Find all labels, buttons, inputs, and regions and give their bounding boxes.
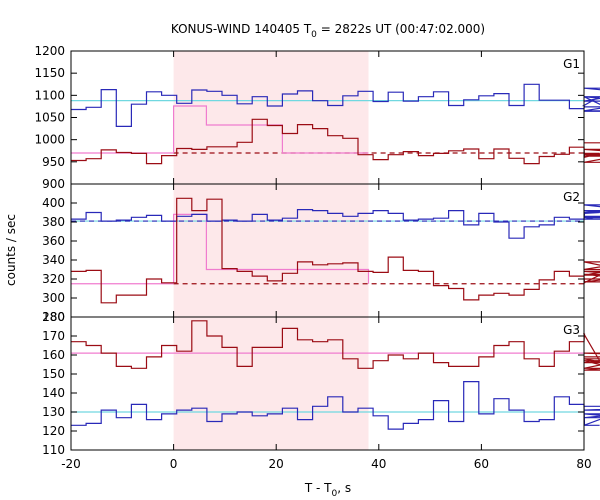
chart-title-main: KONUS-WIND 140405 T [171, 22, 312, 36]
g3-y-tick-label: 130 [42, 405, 65, 419]
panel-g2: 280 300 320 340 360 380 400 G2 [42, 183, 600, 324]
g3-y-tick-label: 160 [42, 348, 65, 362]
chart-title: KONUS-WIND 140405 T0 = 2822s UT (00:47:0… [171, 22, 485, 40]
x-axis-label: T - T0, s [304, 481, 351, 499]
g1-pulse-model-0 [173, 105, 369, 154]
g1-y-tick-label: 1200 [34, 44, 65, 58]
y-axis-label: counts / sec [4, 214, 18, 286]
g1-y-tick-label: 1100 [34, 88, 65, 102]
panel-label-g1: G1 [563, 57, 580, 71]
g3-y-tick-label: 180 [42, 310, 65, 324]
chart-title-rest: = 2822s UT (00:47:02.000) [317, 22, 485, 36]
g1-series-0 [71, 83, 600, 127]
g3-y-tick-label: 120 [42, 424, 65, 438]
x-tick-label: 20 [269, 457, 284, 471]
g2-y-tick-label: 340 [42, 253, 65, 267]
x-tick-label: 0 [170, 457, 178, 471]
g3-y-tick-label: 140 [42, 386, 65, 400]
g2-y-tick-label: 280 [42, 310, 65, 324]
g2-y-tick-label: 380 [42, 215, 65, 229]
x-tick-label: 80 [576, 457, 591, 471]
chart-panels: 90095010001050110011501200G1280300320340… [34, 44, 600, 471]
panel-g1: 900 950 1000 1050 1100 1150 1200 G1 [34, 44, 600, 191]
panel-g3: 110 120 130 140 150 160 170 180 G3 [42, 310, 600, 457]
x-tick-label: 60 [474, 457, 489, 471]
g3-frame [70, 316, 585, 451]
g2-y-tick-label: 300 [42, 291, 65, 305]
chart-title-subscript: 0 [311, 30, 317, 40]
g1-y-tick-label: 1000 [34, 133, 65, 147]
g1-y-tick-label: 1050 [34, 111, 65, 125]
g1-y-tick-label: 950 [42, 155, 65, 169]
g3-y-tick-label: 150 [42, 367, 65, 381]
highlight-interval [173, 51, 369, 450]
g2-y-tick-label: 400 [42, 196, 65, 210]
g1-y-tick-label: 900 [42, 177, 65, 191]
x-axis-label-subscript: 0 [332, 489, 338, 499]
x-axis-label-main: T - T [304, 481, 332, 495]
g2-y-tick-label: 360 [42, 234, 65, 248]
x-axis-label-rest: , s [337, 481, 351, 495]
g3-series-0 [71, 320, 600, 371]
g1-y-tick-label: 1150 [34, 66, 65, 80]
g3-y-tick-label: 170 [42, 329, 65, 343]
g3-series-1 [71, 381, 600, 430]
x-tick-label: -20 [61, 457, 81, 471]
panel-label-g2: G2 [563, 190, 580, 204]
g2-series-1 [71, 197, 600, 304]
panel-label-g3: G3 [563, 323, 580, 337]
g3-y-tick-label: 110 [42, 443, 65, 457]
x-tick-label: 40 [371, 457, 386, 471]
g2-y-tick-label: 320 [42, 272, 65, 286]
g1-series-1 [71, 118, 600, 165]
